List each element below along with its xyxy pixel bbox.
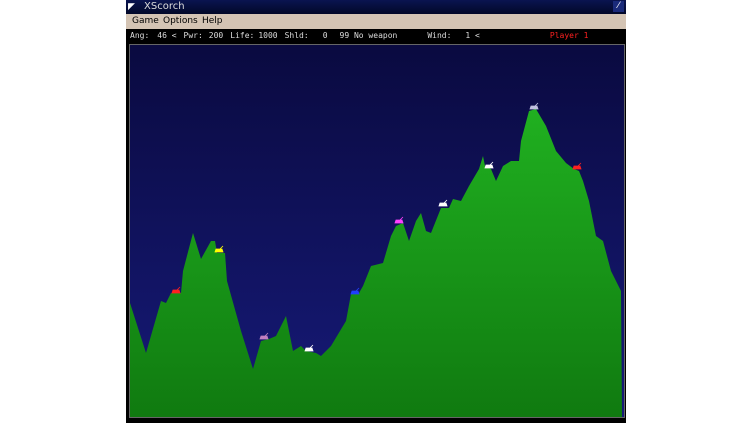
shield-label: Shld:	[284, 31, 309, 40]
tank	[529, 102, 539, 110]
wind-value: 1 <	[465, 31, 480, 40]
title-bar[interactable]: ◤ XScorch ⁄	[126, 0, 626, 14]
current-player: Player 1	[549, 31, 589, 40]
wind-label: Wind:	[427, 31, 452, 40]
terrain	[130, 109, 622, 417]
tank	[438, 199, 448, 207]
power-label: Pwr:	[183, 31, 203, 40]
menu-options[interactable]: Options	[163, 16, 198, 26]
angle-label: Ang:	[130, 31, 150, 40]
menu-bar: Game Options Help	[126, 14, 626, 29]
weapon-value: 99 No weapon	[339, 31, 398, 40]
angle-value: 46 <	[157, 31, 177, 40]
tank	[171, 286, 181, 294]
maximize-icon[interactable]: ⁄	[613, 1, 624, 12]
tank	[304, 344, 314, 352]
shield-value: 0	[322, 31, 328, 40]
tank	[214, 245, 224, 253]
status-bar: Ang: 46 < Pwr: 200 Life: 1000 Shld: 0 99…	[126, 29, 626, 43]
tank	[484, 161, 494, 169]
life-value: 1000	[258, 31, 278, 40]
playfield[interactable]	[129, 44, 625, 418]
menu-help[interactable]: Help	[202, 16, 223, 26]
tank	[572, 162, 582, 170]
window-title: XScorch	[144, 1, 185, 12]
tank	[350, 287, 360, 295]
life-label: Life:	[230, 31, 255, 40]
window-menu-icon[interactable]: ◤	[128, 2, 135, 12]
menu-game[interactable]: Game	[132, 16, 159, 26]
xscorch-window: ◤ XScorch ⁄ Game Options Help Ang: 46 < …	[126, 0, 626, 423]
tank	[394, 216, 404, 224]
tank	[259, 332, 269, 340]
power-value: 200	[208, 31, 224, 40]
